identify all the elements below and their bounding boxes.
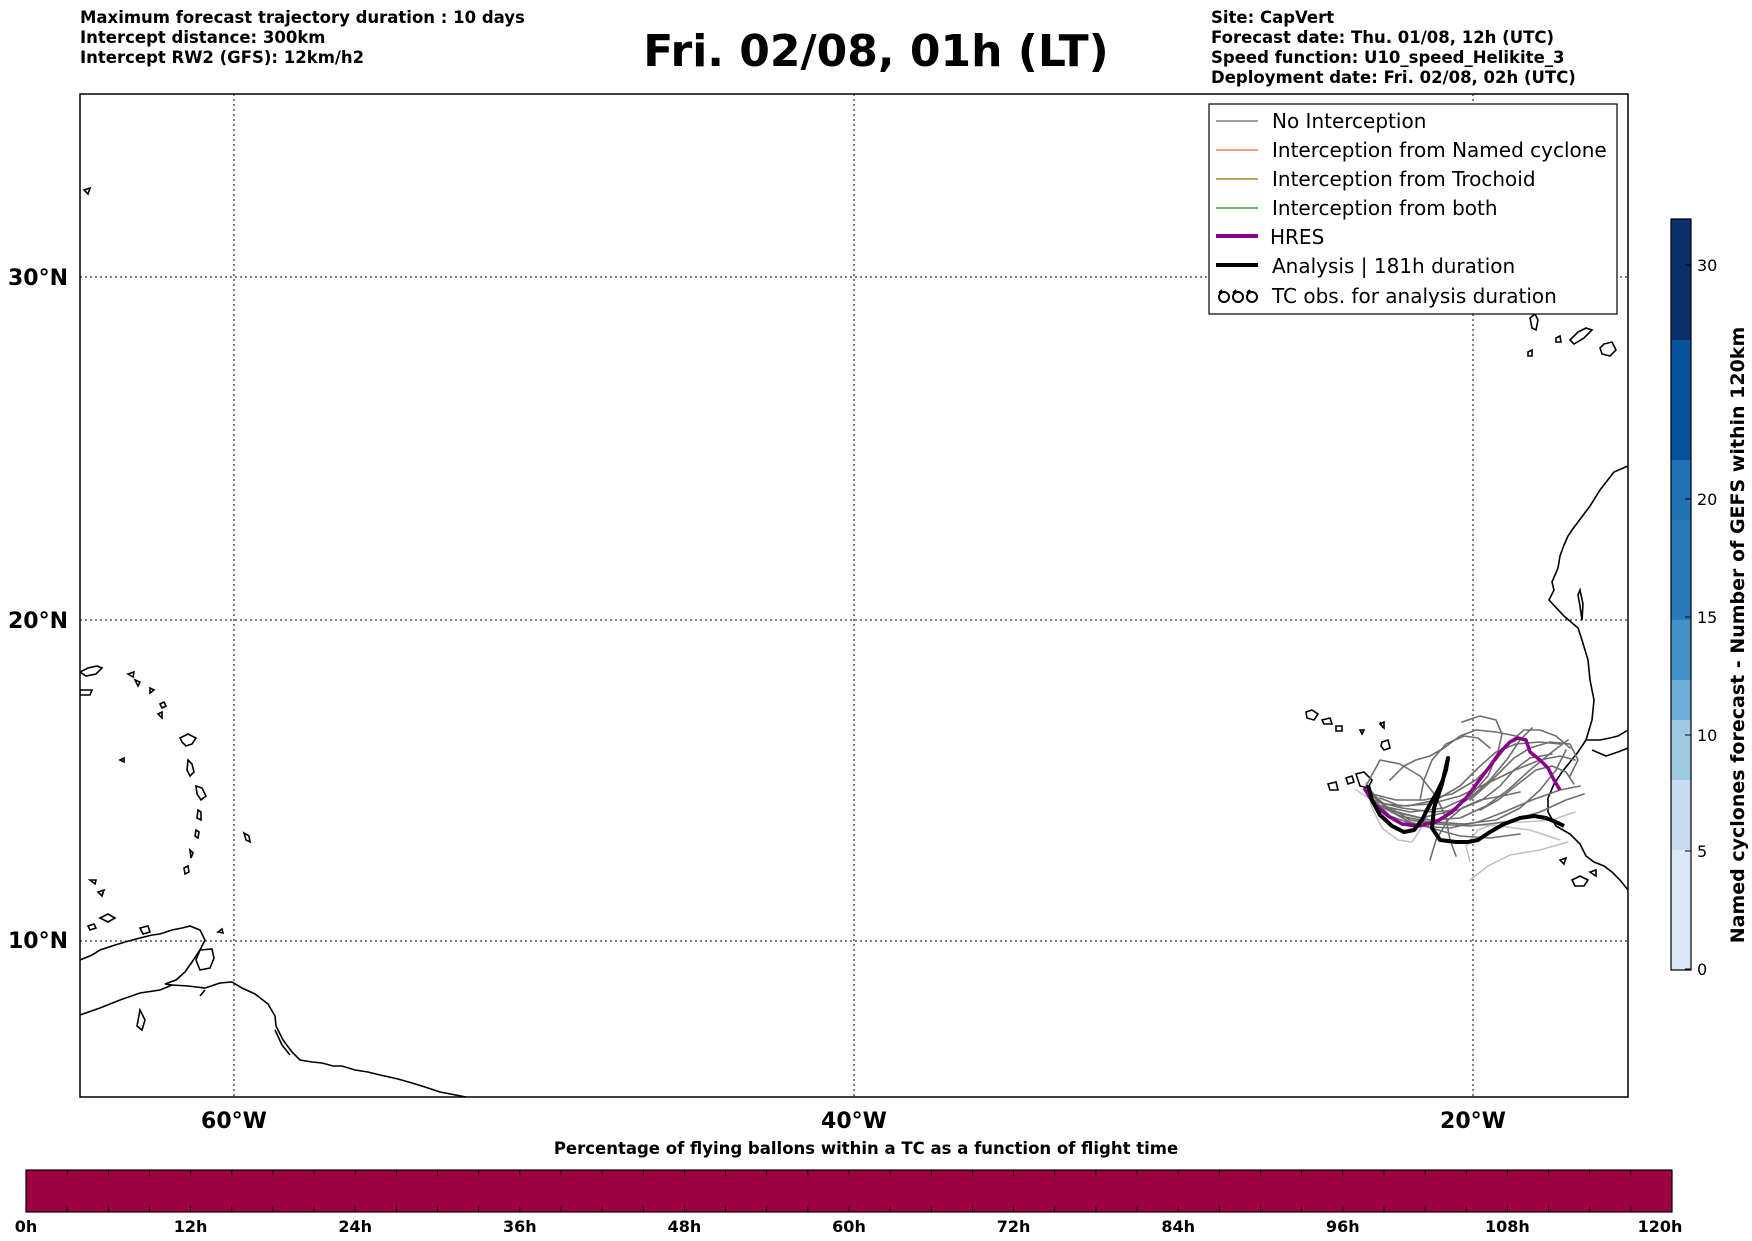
cape-verde-north (1305, 709, 1385, 736)
tobago-island (216, 927, 225, 935)
colorbar-frame (1670, 218, 1692, 971)
colorbar-band-3 (1671, 680, 1691, 720)
colorbar-tick-0: 0 (1697, 960, 1707, 979)
colorbar-bottom-title: Percentage of flying ballons within a TC… (554, 1139, 1178, 1158)
speed-function-text: Speed function: U10_speed_Helikite_3 (1211, 48, 1565, 67)
deployment-date-text: Deployment date: Fri. 02/08, 02h (UTC) (1211, 68, 1576, 87)
bottom-tick-120h: 120h (1638, 1217, 1683, 1236)
header-right-info: Site: CapVert Forecast date: Thu. 01/08,… (1211, 8, 1576, 88)
colorbar-band-0 (1671, 850, 1691, 970)
east-coast-venezuela (136, 989, 291, 1056)
northwest-island (82, 186, 92, 196)
legend-label-no-interception: No Interception (1272, 109, 1426, 133)
lat-label-10n: 10°N (8, 929, 68, 954)
small-island-b (87, 879, 106, 898)
trajectory-light-4 (1469, 841, 1569, 881)
coastlines (80, 186, 1628, 1097)
forecast-date-text: Forecast date: Thu. 01/08, 12h (UTC) (1211, 28, 1555, 47)
bottom-tick-72h: 72h (997, 1217, 1031, 1236)
small-island-a (118, 756, 125, 764)
legend-box (1208, 103, 1618, 315)
lon-label-40w: 40°W (821, 1109, 887, 1134)
bottom-tick-96h: 96h (1326, 1217, 1360, 1236)
bottom-tick-84h: 84h (1161, 1217, 1195, 1236)
colorbar-band-7 (1671, 340, 1691, 460)
intercept-distance-text: Intercept distance: 300km (80, 28, 326, 47)
cape-verde-sal-boavista (1379, 721, 1391, 751)
lat-label-20n: 20°N (8, 609, 68, 634)
bottom-tick-108h: 108h (1485, 1217, 1530, 1236)
colorbar-band-2 (1671, 720, 1691, 780)
barbados (242, 831, 252, 844)
trajectory-gray-14 (1393, 793, 1585, 827)
canary-islands (1527, 312, 1617, 357)
colorbar-band-4 (1671, 620, 1691, 680)
west-africa-coast (1547, 465, 1628, 891)
cape-verde-south (1326, 771, 1373, 791)
colorbar-bottom-bar (25, 1169, 1673, 1213)
virgin-islands (80, 670, 142, 696)
colorbar-bottom: Percentage of flying ballons within a TC… (15, 1139, 1683, 1236)
lat-label-30n: 30°N (8, 266, 68, 291)
colorbar-band-8 (1671, 219, 1691, 340)
senegal-coast (1586, 729, 1628, 757)
legend-label-named-cyclone: Interception from Named cyclone (1272, 138, 1607, 162)
trajectory-gray-10 (1373, 785, 1581, 829)
trinidad-island (195, 948, 215, 971)
map-border (79, 93, 1629, 1098)
guinea-bissau-islands (1558, 856, 1597, 887)
legend-label-both: Interception from both (1272, 196, 1498, 220)
trajectory-gray-15 (1377, 753, 1553, 813)
dominica (186, 758, 195, 778)
colorbar-right: 0 5 10 15 20 30 Named cyclones forecast … (1670, 218, 1749, 979)
trajectory-gray-17 (1479, 765, 1575, 811)
colorbar-band-5 (1671, 520, 1691, 620)
bottom-tick-48h: 48h (668, 1217, 702, 1236)
colorbar-tick-5: 5 (1697, 842, 1707, 861)
tc-obs-symbol-icon (1218, 289, 1258, 303)
martinique (195, 784, 208, 802)
colorbar-tick-15: 15 (1697, 608, 1717, 627)
colorbar-tick-20: 20 (1697, 490, 1717, 509)
analysis-trajectory (1366, 756, 1565, 844)
trajectory-light-1 (1365, 781, 1427, 843)
antigua-area (149, 686, 168, 720)
legend-label-hres: HRES (1270, 225, 1324, 249)
trajectory-gray-11 (1419, 735, 1491, 801)
maracaibo-coast (80, 933, 161, 961)
header-left-info: Maximum forecast trajectory duration : 1… (80, 8, 525, 68)
max-duration-text: Maximum forecast trajectory duration : 1… (80, 8, 525, 27)
legend-label-analysis: Analysis | 181h duration (1272, 254, 1515, 278)
mauritania-coast-jag (1577, 587, 1584, 621)
legend-label-tc-obs: TC obs. for analysis duration (1271, 284, 1557, 308)
bottom-tick-60h: 60h (832, 1217, 866, 1236)
lon-label-20w: 20°W (1440, 1109, 1506, 1134)
intercept-rw2-text: Intercept RW2 (GFS): 12km/h2 (80, 48, 365, 67)
bottom-tick-12h: 12h (174, 1217, 208, 1236)
colorbar-band-6 (1671, 460, 1691, 520)
legend: No Interception Interception from Named … (1208, 103, 1618, 315)
hres-trajectory (1362, 736, 1562, 828)
puerto-rico (80, 665, 104, 677)
venezuela-islands (86, 913, 152, 935)
paria-coast (159, 925, 206, 986)
guadeloupe (178, 733, 198, 747)
south-america-coast (80, 981, 467, 1097)
st-lucia (196, 808, 202, 822)
colorbar-right-label: Named cyclones forecast - Number of GEFS… (1727, 327, 1749, 944)
colorbar-band-1 (1671, 780, 1691, 850)
colorbar-tick-30: 30 (1697, 256, 1717, 275)
site-text: Site: CapVert (1211, 8, 1335, 27)
trajectory-gray-12 (1389, 729, 1517, 781)
map-title: Fri. 02/08, 01h (LT) (643, 26, 1109, 77)
bottom-tick-0h: 0h (15, 1217, 38, 1236)
bottom-tick-24h: 24h (338, 1217, 372, 1236)
bottom-tick-36h: 36h (503, 1217, 537, 1236)
st-vincent-grenadines (183, 828, 200, 876)
trajectory-gray-8 (1365, 759, 1457, 857)
legend-label-trochoid: Interception from Trochoid (1272, 167, 1536, 191)
colorbar-tick-10: 10 (1697, 726, 1717, 745)
lon-label-60w: 60°W (201, 1109, 267, 1134)
